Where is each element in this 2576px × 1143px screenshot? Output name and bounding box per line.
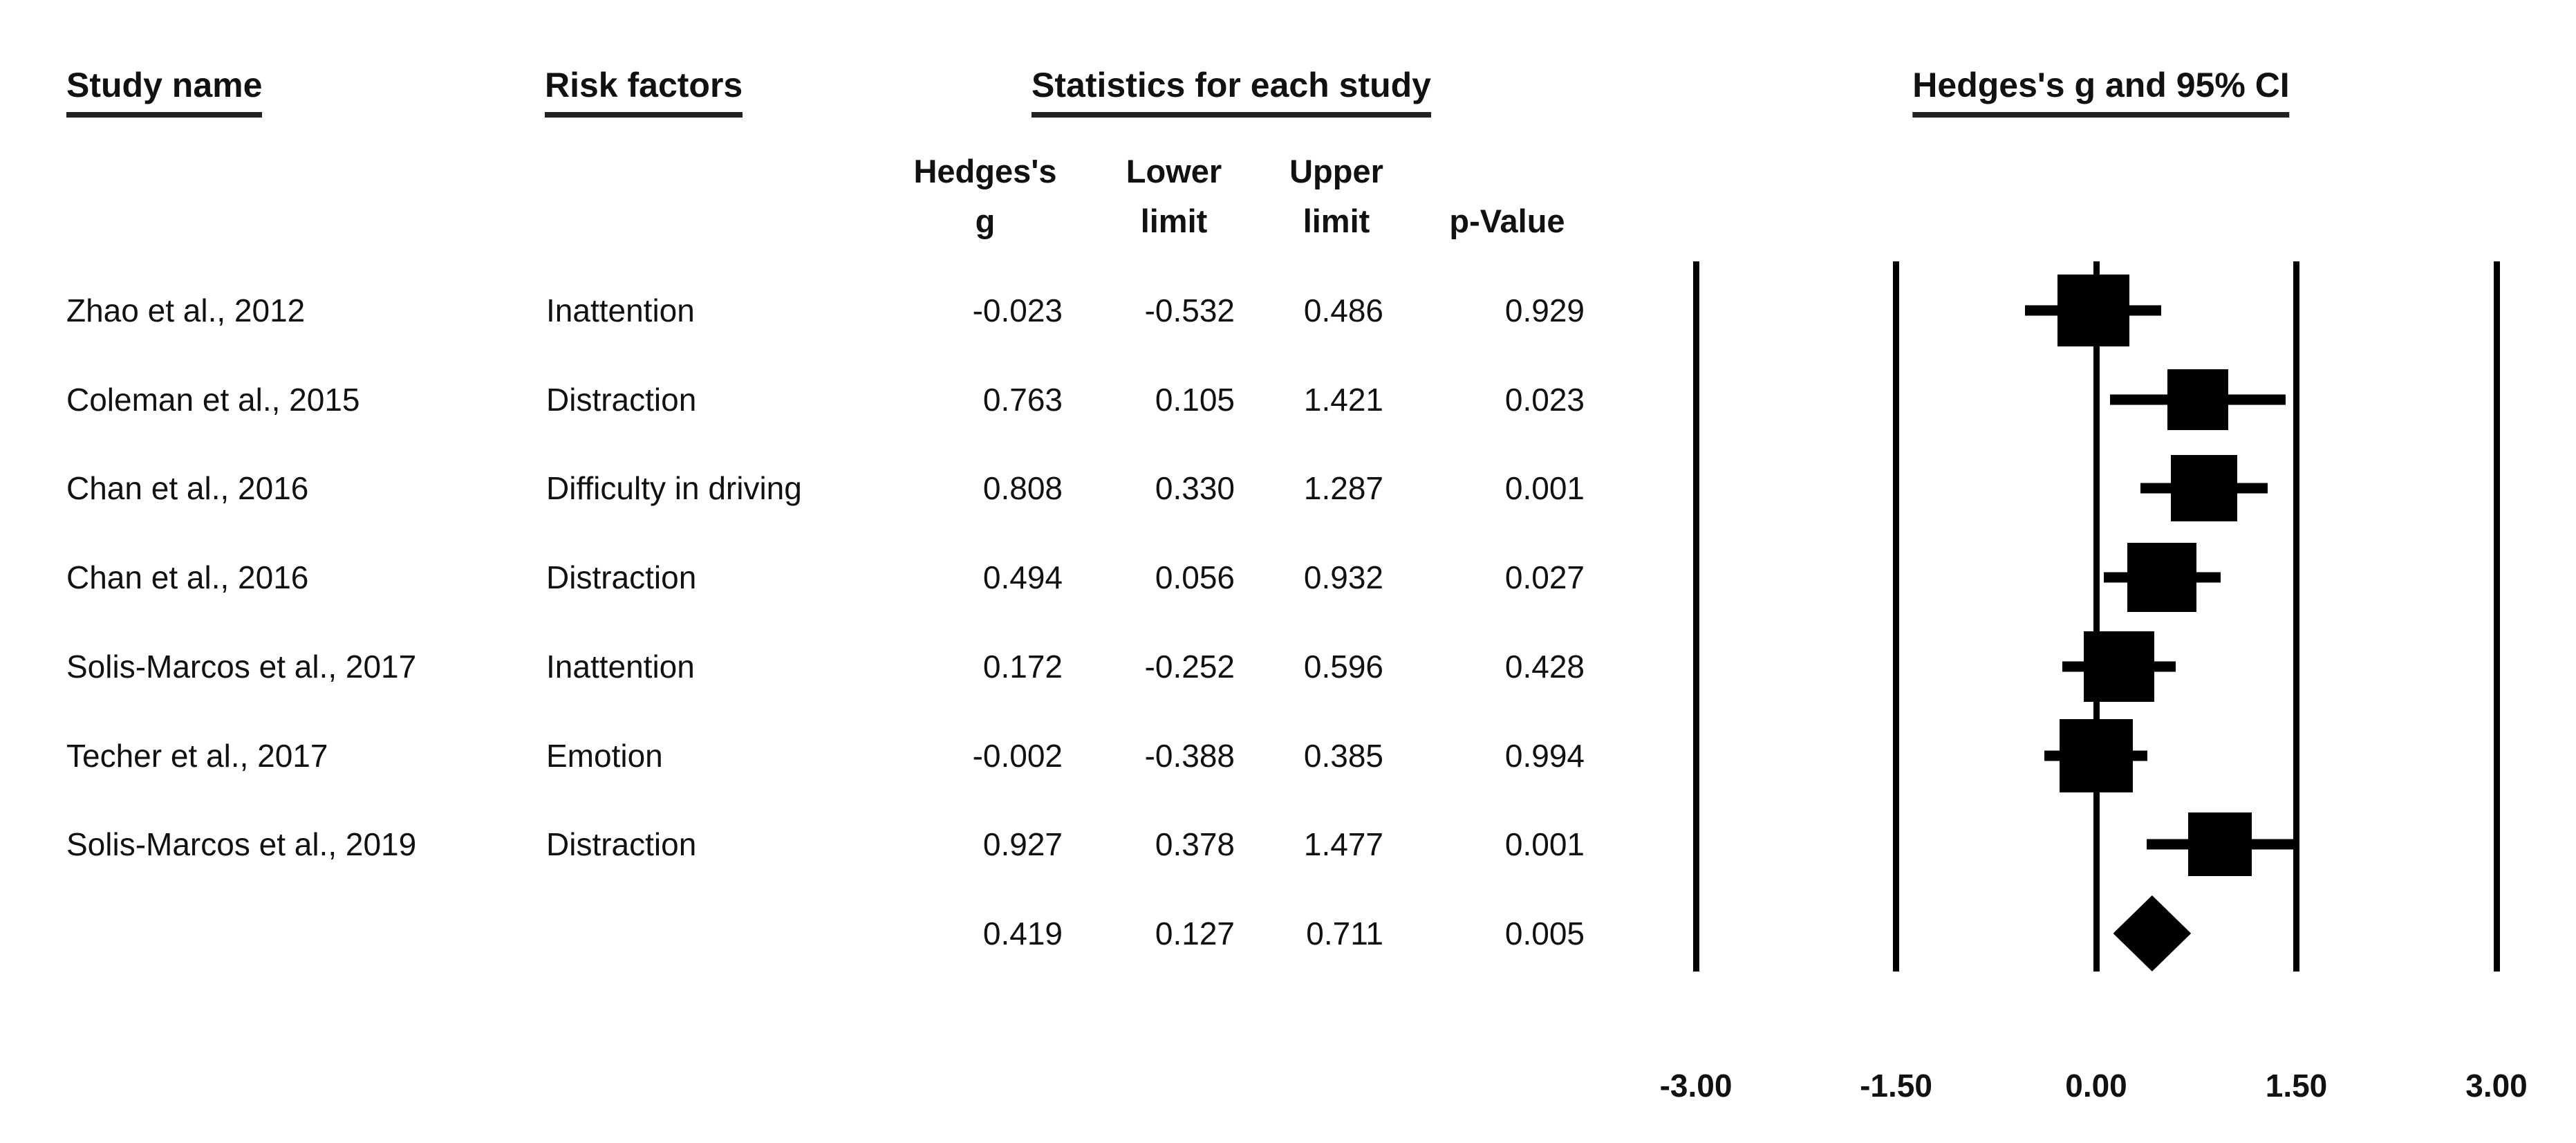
- effect-square-marker: [2057, 275, 2129, 346]
- upper-limit-cell: 1.287: [1303, 470, 1383, 507]
- hedges-g-cell: 0.494: [982, 559, 1063, 596]
- risk-factor-cell: Distraction: [546, 826, 697, 863]
- p-value-cell: 0.428: [1504, 648, 1585, 685]
- hedges-g-cell: -0.002: [972, 737, 1063, 774]
- axis-gridline: [1893, 261, 1899, 972]
- study-name-cell: Techer et al., 2017: [66, 737, 328, 774]
- lower-limit-cell: 0.105: [1155, 381, 1235, 418]
- study-name-header: Study name: [66, 66, 263, 118]
- hedges-g-cell: 0.808: [982, 470, 1063, 507]
- overall-upper-limit-cell: 0.711: [1306, 915, 1383, 951]
- upper-limit-column-header: Upper limit: [1289, 153, 1383, 239]
- hedges-g-cell: 0.927: [982, 826, 1063, 863]
- p-value-cell: 0.023: [1504, 381, 1585, 418]
- lower-limit-cell: -0.252: [1144, 648, 1235, 685]
- axis-tick-label: -3.00: [1659, 1068, 1733, 1104]
- effect-square-marker: [2059, 718, 2133, 792]
- risk-factor-cell: Distraction: [546, 381, 697, 418]
- hedges-g-cell: 0.172: [982, 648, 1063, 685]
- study-name-cell: Coleman et al., 2015: [66, 381, 360, 418]
- hedges-g-cell: 0.763: [982, 381, 1063, 418]
- lower-limit-cell: 0.056: [1155, 559, 1235, 596]
- p-value-cell: 0.001: [1504, 826, 1585, 863]
- upper-limit-cell: 0.932: [1303, 559, 1383, 596]
- axis-tick-label: 3.00: [2465, 1068, 2528, 1104]
- risk-factor-cell: Emotion: [546, 737, 663, 774]
- lower-limit-cell: -0.388: [1144, 737, 1235, 774]
- study-name-cell: Chan et al., 2016: [66, 470, 309, 507]
- risk-factor-cell: Inattention: [546, 648, 695, 685]
- upper-limit-cell: 0.486: [1303, 292, 1383, 328]
- effect-square-marker: [2127, 543, 2197, 613]
- risk-factor-cell: Difficulty in driving: [546, 470, 802, 507]
- effect-square-marker: [2084, 631, 2155, 702]
- axis-tick-label: 1.50: [2265, 1068, 2328, 1104]
- upper-limit-cell: 0.596: [1303, 648, 1383, 685]
- overall-p-value-cell: 0.005: [1504, 915, 1585, 951]
- effect-square-marker: [2170, 455, 2237, 522]
- study-name-cell: Solis-Marcos et al., 2019: [66, 826, 417, 863]
- axis-tick-label: 0.00: [2065, 1068, 2127, 1104]
- p-value-cell: 0.027: [1504, 559, 1585, 596]
- lower-limit-cell: 0.330: [1155, 470, 1235, 507]
- statistics-header: Statistics for each study: [1032, 66, 1431, 118]
- upper-limit-cell: 1.477: [1303, 826, 1383, 863]
- overall-hedges-g-cell: 0.419: [982, 915, 1063, 951]
- p-value-cell: 0.994: [1504, 737, 1585, 774]
- hedges-g-cell: -0.023: [972, 292, 1063, 328]
- axis-tick-label: -1.50: [1860, 1068, 1932, 1104]
- axis-gridline: [1692, 261, 1699, 972]
- axis-gridline: [2493, 261, 2500, 972]
- forest-plot-header: Hedges's g and 95% CI: [1912, 66, 2290, 118]
- study-name-cell: Chan et al., 2016: [66, 559, 309, 596]
- lower-limit-cell: 0.378: [1155, 826, 1235, 863]
- lower-limit-cell: -0.532: [1144, 292, 1235, 328]
- risk-factors-header: Risk factors: [545, 66, 743, 118]
- overall-lower-limit-cell: 0.127: [1155, 915, 1235, 951]
- study-name-cell: Zhao et al., 2012: [66, 292, 306, 328]
- axis-gridline: [2093, 261, 2100, 972]
- hedges-g-column-header: Hedges's g: [913, 153, 1057, 239]
- upper-limit-cell: 0.385: [1303, 737, 1383, 774]
- risk-factor-cell: Inattention: [546, 292, 695, 328]
- lower-limit-column-header: Lower limit: [1126, 153, 1222, 239]
- risk-factor-cell: Distraction: [546, 559, 697, 596]
- p-value-cell: 0.929: [1504, 292, 1585, 328]
- axis-gridline: [2293, 261, 2299, 972]
- study-name-cell: Solis-Marcos et al., 2017: [66, 648, 417, 685]
- effect-square-marker: [2167, 369, 2229, 430]
- p-value-cell: 0.001: [1504, 470, 1585, 507]
- overall-diamond-marker: [2113, 895, 2192, 972]
- effect-square-marker: [2187, 812, 2252, 877]
- p-value-column-header: p-Value: [1449, 203, 1565, 239]
- upper-limit-cell: 1.421: [1303, 381, 1383, 418]
